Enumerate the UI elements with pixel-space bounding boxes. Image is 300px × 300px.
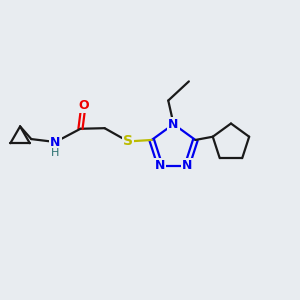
Text: N: N: [182, 159, 192, 172]
Text: H: H: [51, 148, 59, 158]
Text: O: O: [78, 99, 89, 112]
Text: N: N: [155, 159, 165, 172]
Text: N: N: [50, 136, 61, 148]
Text: N: N: [168, 118, 179, 130]
Text: S: S: [123, 134, 133, 148]
